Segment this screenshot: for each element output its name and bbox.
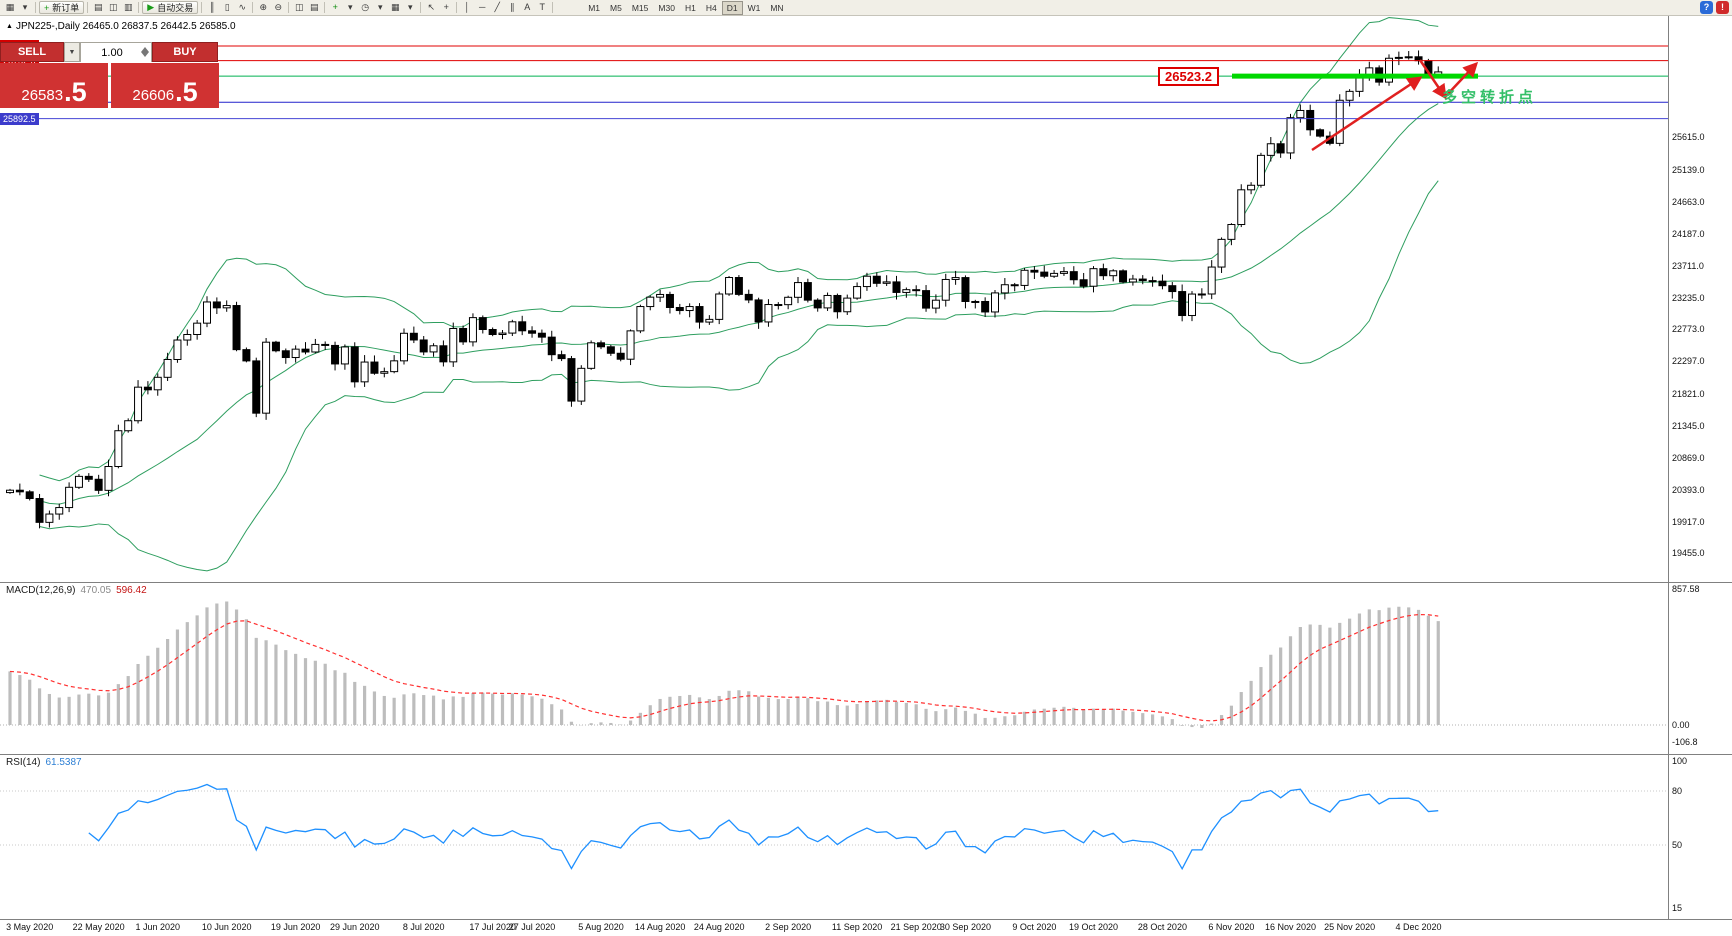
volume-input[interactable] xyxy=(81,44,151,62)
horizontal-line-icon[interactable]: ─ xyxy=(479,2,486,12)
timeframe-mn-button[interactable]: MN xyxy=(770,2,784,13)
toolbar-separator xyxy=(456,2,458,13)
macd-signal-value: 596.42 xyxy=(116,585,147,596)
toolbar-separator xyxy=(35,2,36,13)
continuation-arrow xyxy=(1444,61,1479,98)
trendline-icon[interactable]: ╱ xyxy=(494,2,500,12)
rsi-value: 61.5387 xyxy=(45,757,82,768)
toolbar-separator xyxy=(252,2,254,13)
volume-up-arrow[interactable] xyxy=(141,47,149,52)
timeframe-m1-button[interactable]: M1 xyxy=(588,2,601,13)
sell-price-display[interactable]: 26583.5 xyxy=(0,63,108,108)
price-annotation-box[interactable]: 26523.2 xyxy=(1158,67,1219,86)
sell-button[interactable]: SELL xyxy=(0,42,64,62)
trade-dropdown-caret-icon[interactable]: ▼ xyxy=(64,42,80,62)
new-order-button[interactable]: + 新订单 xyxy=(39,1,85,14)
rsi-name: RSI(14) xyxy=(6,757,41,768)
new-order-label: 新订单 xyxy=(52,3,80,13)
panel-separators xyxy=(0,16,1732,920)
vertical-line-icon[interactable]: │ xyxy=(464,2,471,12)
autotrade-icon: ▶ xyxy=(147,2,155,12)
uptrend-arrow xyxy=(1311,76,1423,152)
indicators-list-icon[interactable]: ▾ xyxy=(347,2,353,12)
equidistant-channel-icon[interactable]: ∥ xyxy=(509,2,515,12)
turning-point-note[interactable]: 多空转折点 xyxy=(1442,89,1538,106)
timeframe-m5-button[interactable]: M5 xyxy=(610,2,622,13)
new-order-icon: + xyxy=(44,2,50,13)
indicators-icon[interactable]: + xyxy=(332,2,338,12)
toolbar-separator xyxy=(87,2,89,13)
timeframe-m30-button[interactable]: M30 xyxy=(658,2,675,13)
crosshair-icon[interactable]: + xyxy=(443,2,449,12)
data-window-icon[interactable]: ◫ xyxy=(109,2,118,12)
timeframe-w1-button[interactable]: W1 xyxy=(747,2,761,13)
timeframe-d1-button[interactable]: D1 xyxy=(721,0,743,15)
collapse-marker-icon[interactable]: ▲ xyxy=(6,23,13,30)
volume-field xyxy=(80,42,152,62)
cascade-windows-icon[interactable]: ▤ xyxy=(309,2,319,12)
volume-down-arrow[interactable] xyxy=(141,52,149,57)
candles-layer xyxy=(6,50,1443,529)
pullback-arrow xyxy=(1418,59,1447,100)
autotrade-label: 自动交易 xyxy=(157,3,194,13)
buy-button[interactable]: BUY xyxy=(152,42,218,62)
buy-price-frac: .5 xyxy=(175,76,198,107)
toolbar-separator xyxy=(552,2,554,13)
zoom-out-icon[interactable]: ⊖ xyxy=(274,2,282,12)
periods-icon[interactable]: ◷ xyxy=(361,2,370,12)
rsi-label: RSI(14) 61.5387 xyxy=(6,757,82,768)
help-icon[interactable]: ? xyxy=(1700,1,1713,14)
text-label-icon[interactable]: A xyxy=(524,2,531,12)
toolbar-separator xyxy=(288,2,290,13)
buy-price-main: 26606 xyxy=(132,87,175,104)
periods-list-icon[interactable]: ▾ xyxy=(377,2,383,12)
tile-windows-icon[interactable]: ◫ xyxy=(294,2,304,12)
macd-main-value: 470.05 xyxy=(80,585,112,596)
toolbar-separator xyxy=(420,2,422,13)
timeframe-m15-button[interactable]: M15 xyxy=(631,2,649,13)
bar-chart-icon[interactable]: ║ xyxy=(209,2,216,12)
one-click-trading-panel: SELL ▼ BUY 26583.5 26606.5 xyxy=(0,42,219,108)
arrows-tool-icon[interactable]: T xyxy=(539,2,545,12)
macd-name: MACD(12,26,9) xyxy=(6,585,76,596)
timeframe-h4-button[interactable]: H4 xyxy=(705,2,717,13)
symbol-ohlc-label: ▲ JPN225-,Daily 26465.0 26837.5 26442.5 2… xyxy=(6,21,236,32)
zoom-in-icon[interactable]: ⊕ xyxy=(259,2,267,12)
rsi-layer xyxy=(0,783,1668,871)
market-watch-icon[interactable]: ▤ xyxy=(94,2,103,12)
new-chart-icon[interactable]: ▦ xyxy=(5,2,15,12)
terminal-icon[interactable]: ▥ xyxy=(124,2,133,12)
sell-price-frac: .5 xyxy=(64,76,87,107)
toolbar-separator xyxy=(138,2,140,13)
toolbar-separator xyxy=(201,2,203,13)
buy-price-display[interactable]: 26606.5 xyxy=(111,63,219,108)
cursor-icon[interactable]: ↖ xyxy=(427,2,435,12)
templates-list-icon[interactable]: ▾ xyxy=(407,2,413,12)
templates-icon[interactable]: ▦ xyxy=(390,2,400,12)
toolbar-separator xyxy=(324,2,326,13)
candlestick-chart-icon[interactable]: ▯ xyxy=(224,2,230,12)
timeframe-h1-button[interactable]: H1 xyxy=(684,2,696,13)
timeframe-toolbar: M1 M5 M15 M30 H1 H4 D1 W1 MN xyxy=(583,0,788,15)
annotations-layer xyxy=(1232,59,1479,152)
sell-price-main: 26583 xyxy=(21,87,64,104)
chart-profiles-icon[interactable]: ▾ xyxy=(22,2,28,12)
autotrade-button[interactable]: ▶ 自动交易 xyxy=(142,1,199,14)
macd-label: MACD(12,26,9) 470.05 596.42 xyxy=(6,585,147,596)
connection-status-icon[interactable]: ! xyxy=(1716,1,1729,14)
macd-layer xyxy=(0,601,1668,728)
line-chart-icon[interactable]: ∿ xyxy=(238,2,246,12)
toolbar: ▦ ▾ + 新订单 ▤ ◫ ▥ ▶ 自动交易 ║ ▯ ∿ ⊕ ⊖ ◫ ▤ + ▾ ◷ ▾ ▦ ▾ ↖ + │ ─ ╱ ∥ A T M1 M5 M… xyxy=(0,0,1732,16)
bollinger-bands-layer xyxy=(39,17,1439,572)
symbol-ohlc-text: JPN225-,Daily 26465.0 26837.5 26442.5 26… xyxy=(15,21,236,32)
